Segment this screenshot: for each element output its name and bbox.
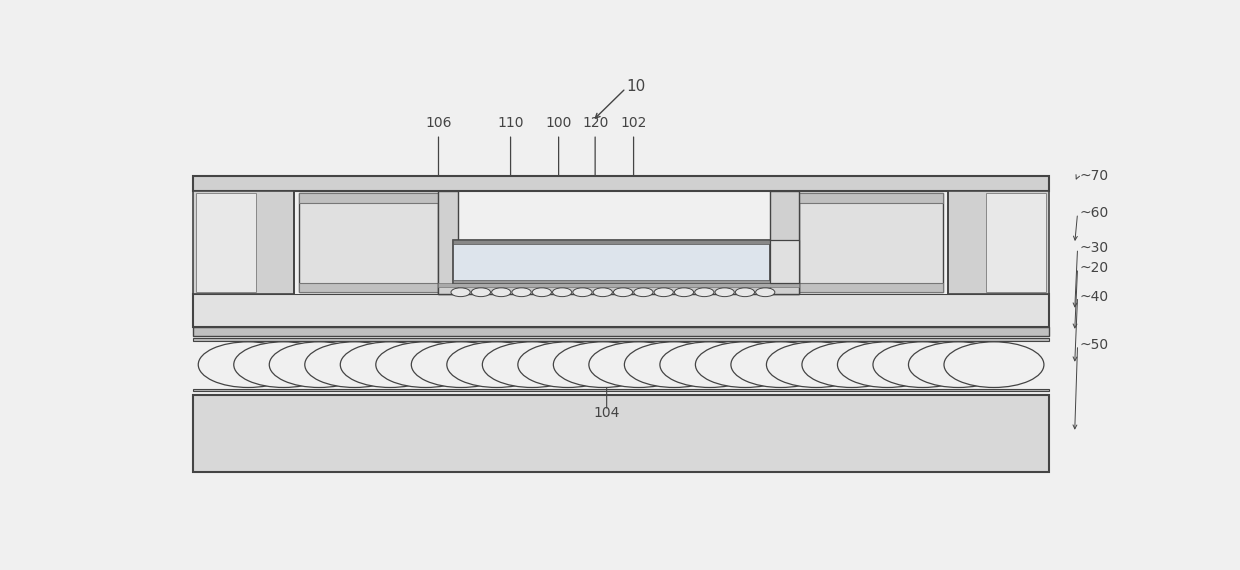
Text: ~20: ~20	[1080, 261, 1109, 275]
Bar	[439, 192, 458, 295]
Bar	[193, 389, 1049, 391]
Bar	[193, 192, 294, 295]
Circle shape	[694, 288, 714, 296]
Circle shape	[446, 342, 547, 388]
Bar	[193, 327, 1049, 336]
Circle shape	[625, 342, 724, 388]
Text: 104: 104	[594, 405, 620, 420]
Bar	[770, 239, 799, 283]
Bar	[439, 283, 799, 295]
Circle shape	[518, 342, 618, 388]
Circle shape	[802, 342, 901, 388]
Circle shape	[909, 342, 1008, 388]
Circle shape	[730, 342, 831, 388]
Circle shape	[269, 342, 370, 388]
Circle shape	[873, 342, 973, 388]
Circle shape	[589, 342, 688, 388]
Circle shape	[553, 288, 572, 296]
Circle shape	[837, 342, 937, 388]
Text: 10: 10	[626, 79, 645, 95]
Circle shape	[198, 342, 298, 388]
Bar	[770, 192, 799, 295]
Text: 102: 102	[620, 116, 647, 130]
Circle shape	[305, 342, 404, 388]
Bar	[193, 295, 1049, 327]
Bar	[439, 283, 799, 287]
Circle shape	[735, 288, 754, 296]
Bar	[299, 193, 439, 203]
Circle shape	[412, 342, 511, 388]
Text: ~40: ~40	[1080, 290, 1109, 304]
Circle shape	[614, 288, 632, 296]
Bar	[453, 239, 770, 283]
Bar	[299, 283, 439, 292]
Text: 100: 100	[546, 116, 572, 130]
Bar	[799, 283, 942, 292]
Circle shape	[491, 288, 511, 296]
Circle shape	[766, 342, 867, 388]
Circle shape	[553, 342, 653, 388]
Text: 120: 120	[582, 116, 609, 130]
Circle shape	[340, 342, 440, 388]
Text: 80 ~: 80 ~	[355, 237, 388, 251]
Text: 130: 130	[720, 248, 746, 262]
Bar	[986, 193, 1045, 292]
Bar	[299, 193, 439, 292]
Circle shape	[573, 288, 591, 296]
Circle shape	[675, 288, 693, 296]
Bar	[947, 192, 1049, 295]
Text: ~60: ~60	[1080, 206, 1109, 220]
Circle shape	[593, 288, 613, 296]
Text: ~50: ~50	[1080, 338, 1109, 352]
Text: 106: 106	[425, 116, 451, 130]
Circle shape	[451, 288, 470, 296]
Circle shape	[653, 288, 673, 296]
Circle shape	[634, 288, 653, 296]
Bar	[193, 176, 1049, 192]
Bar	[453, 280, 770, 283]
Bar	[294, 192, 947, 295]
Circle shape	[715, 288, 734, 296]
Bar	[193, 396, 1049, 472]
Circle shape	[944, 342, 1044, 388]
Bar	[799, 193, 942, 203]
Circle shape	[471, 288, 491, 296]
Circle shape	[482, 342, 583, 388]
Text: ~30: ~30	[1080, 241, 1109, 255]
Circle shape	[696, 342, 795, 388]
Text: ~ 90: ~ 90	[837, 255, 870, 268]
Circle shape	[532, 288, 552, 296]
Text: 90 ~: 90 ~	[355, 255, 388, 268]
Circle shape	[234, 342, 334, 388]
Circle shape	[755, 288, 775, 296]
Circle shape	[660, 342, 760, 388]
Bar	[193, 339, 1049, 340]
Text: ~ 80: ~ 80	[837, 237, 870, 251]
Bar	[799, 193, 942, 292]
Text: ~70: ~70	[1080, 169, 1109, 183]
Text: 110: 110	[497, 116, 523, 130]
Circle shape	[512, 288, 531, 296]
Circle shape	[376, 342, 476, 388]
Bar	[453, 239, 770, 244]
Bar	[196, 193, 255, 292]
